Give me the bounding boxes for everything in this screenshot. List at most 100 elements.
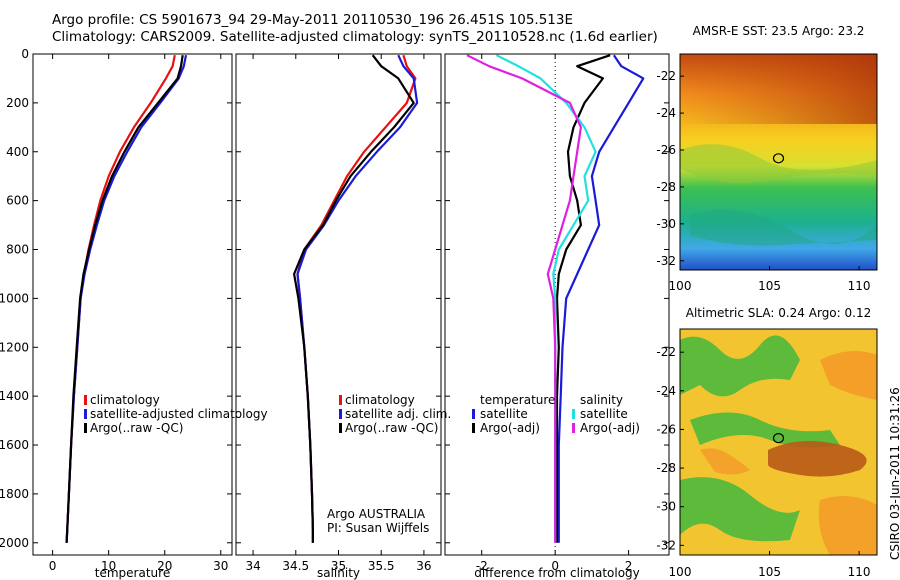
- x-tick-label: -2: [476, 559, 488, 573]
- sla-low-eddy: [680, 477, 800, 542]
- sla_map-overlay: Altimetric SLA: 0.24 Argo: 0.12 100 105 110…: [656, 306, 871, 579]
- x-tick-label: 35.5: [368, 559, 395, 573]
- map-y-tick-label: -26: [656, 143, 676, 157]
- legend-label: satellite-adjusted climatology: [90, 407, 268, 421]
- map-y-tick-label: -28: [656, 461, 676, 475]
- legend-label: satellite: [480, 407, 528, 421]
- y-tick-label: 800: [6, 243, 29, 257]
- legend-swatch: [472, 409, 475, 419]
- difference-series-0: [557, 54, 645, 543]
- legend-swatch: [572, 409, 575, 419]
- salinity-panel: 34 34.5 35 35.5 36 salinity climatologysatelli…: [235, 53, 451, 580]
- x-tick-label: 35: [331, 559, 346, 573]
- salinity-series-2: [293, 54, 415, 543]
- y-tick-label: 1400: [0, 389, 29, 403]
- map-y-tick-label: -24: [656, 106, 676, 120]
- temperature-panel: 0 10 20 30 temperature 0 200 400 600 800 1000 1200 1…: [0, 47, 268, 580]
- legend-label: climatology: [345, 393, 415, 407]
- legend-label: Argo(..raw -QC): [90, 421, 183, 435]
- legend-swatch: [84, 423, 87, 433]
- y-tick-label: 2000: [0, 536, 29, 550]
- x-axis-label: salinity: [317, 566, 360, 580]
- x-tick-label: 34: [245, 559, 260, 573]
- y-tick-label: 0: [21, 47, 29, 61]
- y-tick-label: 1000: [0, 291, 29, 305]
- legend-group-title: temperature: [480, 393, 555, 407]
- profile-title: Argo profile: CS 5901673_94 29-May-2011 …: [52, 12, 573, 28]
- legend-swatch: [572, 423, 575, 433]
- sst-warm-patch: [680, 54, 877, 124]
- y-tick-label: 1600: [0, 438, 29, 452]
- map-title: Altimetric SLA: 0.24 Argo: 0.12: [686, 306, 871, 320]
- legend-swatch: [339, 423, 342, 433]
- y-tick-label: 1800: [0, 487, 29, 501]
- temperature-series-2: [65, 55, 184, 543]
- sla-high-eddy: [820, 351, 877, 400]
- difference-series-3: [466, 54, 582, 543]
- x-tick-label: 20: [157, 559, 172, 573]
- map-y-tick-label: -32: [656, 254, 676, 268]
- legend-swatch: [472, 423, 475, 433]
- csiro-timestamp: CSIRO 03-Jun-2011 10:31:26: [888, 387, 900, 560]
- sst-front: [690, 210, 877, 246]
- map-y-tick-label: -24: [656, 384, 676, 398]
- sst-map: [679, 53, 878, 271]
- x-tick-label: 0: [551, 559, 559, 573]
- x-tick-label: 36: [416, 559, 431, 573]
- difference-series-1: [555, 54, 611, 543]
- temperature-frame: [32, 53, 233, 556]
- x-tick-label: 30: [213, 559, 228, 573]
- argo-annotation: PI: Susan Wijffels: [327, 521, 429, 535]
- legend-swatch: [84, 409, 87, 419]
- map-y-tick-label: -30: [656, 217, 676, 231]
- y-tick-label: 1200: [0, 340, 29, 354]
- y-tick-label: 400: [6, 145, 29, 159]
- y-tick-label: 600: [6, 194, 29, 208]
- legend-label: climatology: [90, 393, 160, 407]
- sst-frame: [679, 53, 878, 271]
- map-x-tick-label: 100: [669, 565, 692, 579]
- map-y-tick-label: -32: [656, 538, 676, 552]
- map-x-tick-label: 105: [758, 565, 781, 579]
- x-tick-label: 10: [101, 559, 116, 573]
- salinity-series-1: [296, 54, 419, 543]
- legend-label: Argo(..raw -QC): [345, 421, 438, 435]
- map-y-tick-label: -22: [656, 69, 676, 83]
- sla-frame: [679, 328, 878, 556]
- map-x-tick-label: 105: [758, 279, 781, 293]
- temperature-series-1: [65, 54, 188, 543]
- sst_map-overlay: AMSR-E SST: 23.5 Argo: 23.2 100 105 110 -22 -…: [656, 24, 870, 293]
- x-axis-label: temperature: [95, 566, 170, 580]
- sla-high-eddy: [818, 496, 877, 555]
- legend-label: satellite adj. clim.: [345, 407, 451, 421]
- legend-label: satellite: [580, 407, 628, 421]
- salinity-frame: [235, 53, 442, 556]
- map-x-tick-label: 110: [848, 565, 871, 579]
- temperature-series-0: [65, 54, 176, 543]
- legend-label: Argo(-adj): [480, 421, 540, 435]
- sla-low-eddy: [690, 412, 840, 448]
- map-x-tick-label: 100: [669, 279, 692, 293]
- legend-label: Argo(-adj): [580, 421, 640, 435]
- legend-group-title: salinity: [580, 393, 623, 407]
- sla-low-eddy: [680, 335, 800, 397]
- argo-annotation: Argo AUSTRALIA: [327, 507, 426, 521]
- y-tick-label: 200: [6, 96, 29, 110]
- sst-front: [680, 144, 877, 184]
- x-tick-label: 34.5: [282, 559, 309, 573]
- sla-high-eddy: [700, 448, 750, 475]
- x-tick-label: 0: [49, 559, 57, 573]
- map-y-tick-label: -22: [656, 345, 676, 359]
- legend-swatch: [339, 395, 342, 405]
- map-y-tick-label: -28: [656, 180, 676, 194]
- map-title: AMSR-E SST: 23.5 Argo: 23.2: [693, 24, 865, 38]
- climatology-subtitle: Climatology: CARS2009. Satellite-adjuste…: [52, 29, 658, 45]
- map-y-tick-label: -26: [656, 422, 676, 436]
- sla-high-eddy: [768, 441, 867, 477]
- sla-map: [679, 328, 878, 556]
- x-tick-label: 2: [625, 559, 633, 573]
- argo-position-marker: [772, 153, 785, 164]
- argo-position-marker: [772, 433, 785, 444]
